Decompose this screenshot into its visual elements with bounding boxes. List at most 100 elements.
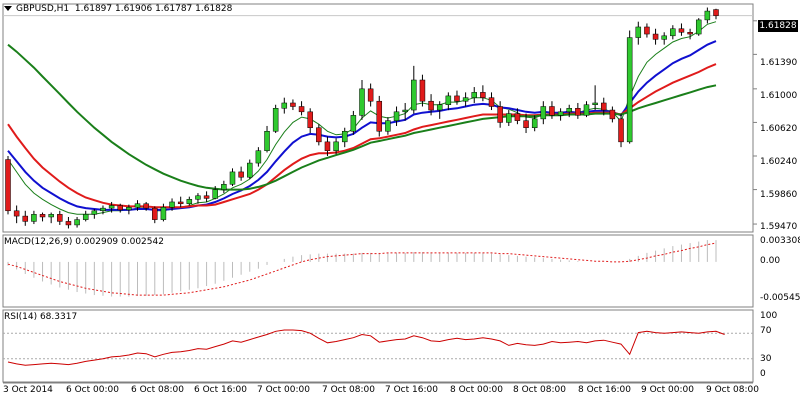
candle-body <box>549 106 555 116</box>
candle-body <box>13 210 20 217</box>
candle-body <box>91 210 98 215</box>
candle-body <box>540 106 547 120</box>
candle-body <box>126 207 132 211</box>
time-tick: 6 Oct 00:00 <box>66 385 119 395</box>
rsi-tick: 100 <box>760 311 778 321</box>
time-tick: 7 Oct 16:00 <box>385 385 438 395</box>
candle-body <box>143 203 149 209</box>
price-tick: 1.61390 <box>760 58 798 68</box>
macd-signal-line <box>7 242 717 296</box>
macd-tick: 0.003308 <box>760 236 800 246</box>
candle-body <box>644 26 650 35</box>
price-panel-header: GBPUSD,H1 1.61897 1.61906 1.61787 1.6182… <box>4 4 232 14</box>
axis-ticks <box>753 20 757 225</box>
symbol-label: GBPUSD,H1 <box>16 4 70 14</box>
candle-body <box>635 26 642 38</box>
rsi-tick: 70 <box>760 326 772 336</box>
candle-body <box>393 111 400 121</box>
candle-body <box>626 37 633 143</box>
candle-body <box>264 131 270 151</box>
candle-body <box>445 95 452 105</box>
candle-body <box>281 102 288 109</box>
time-tick: 7 Oct 00:00 <box>257 385 310 395</box>
candle-body <box>367 88 374 102</box>
candle-body <box>186 199 193 204</box>
candle-body <box>65 221 72 226</box>
candle-body <box>48 214 54 218</box>
time-tick: 8 Oct 08:00 <box>513 385 566 395</box>
candle-body <box>160 207 167 220</box>
macd-panel-header: MACD(12,26,9) 0.002909 0.002542 <box>4 237 164 247</box>
rsi-tick: 30 <box>760 354 772 364</box>
candle-body <box>480 92 486 98</box>
time-tick: 9 Oct 00:00 <box>641 385 694 395</box>
time-tick: 9 Oct 08:00 <box>706 385 759 395</box>
candle-body <box>316 127 322 143</box>
macd-plot <box>7 240 717 297</box>
time-tick: 6 Oct 16:00 <box>194 385 247 395</box>
price-tick: 1.59470 <box>760 222 798 232</box>
candle-body <box>333 141 339 151</box>
panel-border <box>2 3 754 233</box>
candle-body <box>177 201 184 204</box>
price-tick: 1.60240 <box>760 157 798 167</box>
candle-body <box>678 28 685 33</box>
candle-body <box>255 150 262 164</box>
candle-body <box>117 205 123 211</box>
candle-body <box>108 205 115 209</box>
rsi-panel-header: RSI(14) 68.3317 <box>4 312 78 322</box>
candle-body <box>5 159 11 212</box>
candle-body <box>298 106 305 113</box>
candle-body <box>134 203 141 208</box>
ohlc-values: 1.61897 1.61906 1.61787 1.61828 <box>74 4 233 14</box>
candle-body <box>74 219 80 226</box>
candle-body <box>290 102 296 107</box>
candle-body <box>592 102 598 105</box>
macd-tick: -0.005455 <box>760 293 800 303</box>
panel-border <box>2 234 754 308</box>
candle-body <box>376 100 383 132</box>
candle-body <box>402 109 408 113</box>
candle-body <box>31 214 37 222</box>
rsi-tick: 0 <box>760 369 766 379</box>
dropdown-triangle-icon[interactable] <box>4 6 12 11</box>
candle-body <box>531 118 538 128</box>
candle-body <box>100 207 106 212</box>
candle-body <box>488 97 495 107</box>
time-tick: 8 Oct 16:00 <box>578 385 631 395</box>
candle-body <box>57 214 63 222</box>
candle-body <box>583 104 590 116</box>
moving-average-line <box>7 43 717 191</box>
candle-body <box>39 214 46 218</box>
time-tick: 6 Oct 08:00 <box>131 385 184 395</box>
candle-body <box>82 214 89 220</box>
candle-body <box>471 92 477 98</box>
candlesticks <box>5 7 719 229</box>
candle-body <box>557 111 564 116</box>
candle-body <box>506 113 512 123</box>
candle-body <box>618 118 624 143</box>
time-tick: 3 Oct 2014 <box>3 385 53 395</box>
candle-body <box>203 195 210 199</box>
candle-body <box>652 33 659 40</box>
candle-body <box>238 171 244 178</box>
candle-body <box>454 95 460 102</box>
time-tick: 7 Oct 08:00 <box>322 385 375 395</box>
panel-borders <box>2 3 754 384</box>
candle-body <box>324 141 331 151</box>
price-tick: 1.59860 <box>760 190 798 200</box>
candle-body <box>661 35 667 40</box>
candle-body <box>428 100 434 111</box>
candle-body <box>609 109 616 120</box>
candle-body <box>359 88 365 116</box>
candle-body <box>670 28 676 37</box>
candle-body <box>350 115 357 132</box>
candle-body <box>514 113 521 121</box>
candle-body <box>169 201 175 208</box>
candle-body <box>566 108 572 113</box>
candle-body <box>575 108 581 116</box>
candle-body <box>704 10 711 21</box>
candle-body <box>601 102 607 111</box>
candle-body <box>341 131 348 143</box>
